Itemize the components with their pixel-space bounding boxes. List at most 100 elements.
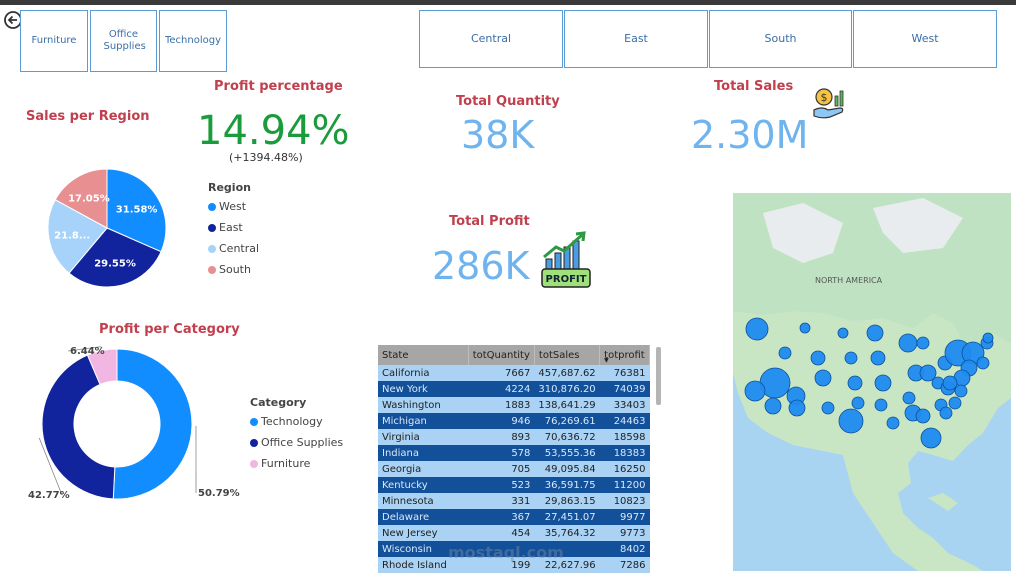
map-visual[interactable]: NORTH AMERICA (733, 193, 1011, 571)
table-cell: 10823 (599, 493, 650, 509)
legend-item-furniture[interactable]: Furniture (250, 457, 343, 470)
sort-descending-icon: ▼ (604, 357, 609, 364)
legend-item-west[interactable]: West (208, 200, 259, 213)
table-cell: 16250 (599, 461, 650, 477)
map-bubble[interactable] (844, 351, 858, 365)
map-bubble[interactable] (847, 375, 863, 391)
map-bubble[interactable] (939, 406, 953, 420)
table-row[interactable]: Kentucky 523 36,591.75 11200 (378, 477, 650, 493)
map-bubble[interactable] (778, 346, 792, 360)
table-cell: Delaware (378, 509, 469, 525)
pie-slice-central[interactable] (47, 199, 108, 274)
table-row[interactable]: New Jersey 454 35,764.32 9773 (378, 525, 650, 541)
map-bubble[interactable] (919, 364, 937, 382)
map-bubble[interactable] (874, 374, 892, 392)
map-bubble[interactable] (814, 369, 832, 387)
top-bar (0, 0, 1016, 5)
map-bubble[interactable] (810, 350, 826, 366)
column-header[interactable]: totprofit ▼ (599, 345, 650, 365)
total-quantity-value: 38K (461, 113, 535, 157)
slicer-south[interactable]: South (709, 10, 852, 68)
legend-label: Office Supplies (261, 436, 344, 449)
table-row[interactable]: Virginia 893 70,636.72 18598 (378, 429, 650, 445)
table-row[interactable]: California 7667 457,687.62 76381 (378, 365, 650, 381)
table-cell: 9773 (599, 525, 650, 541)
map-bubble[interactable] (942, 375, 958, 391)
map-bubble[interactable] (744, 380, 766, 402)
table-cell: 893 (468, 429, 535, 445)
table-cell: Georgia (378, 461, 469, 477)
table-cell: 367 (468, 509, 535, 525)
table-cell: 11200 (599, 477, 650, 493)
slicer-office-supplies[interactable]: Office Supplies (90, 10, 157, 72)
table-row[interactable]: Georgia 705 49,095.84 16250 (378, 461, 650, 477)
legend-dot (208, 202, 216, 211)
donut-leader-line (38, 437, 63, 496)
legend-item-south[interactable]: South (208, 263, 259, 276)
map-bubble[interactable] (916, 336, 930, 350)
table-cell (534, 541, 600, 557)
slicer-technology[interactable]: Technology (159, 10, 227, 72)
legend-label: Furniture (261, 457, 311, 470)
map-bubble[interactable] (838, 408, 864, 434)
slicer-central[interactable]: Central (419, 10, 563, 68)
map-bubble[interactable] (920, 427, 942, 449)
map-bubble[interactable] (851, 396, 865, 410)
map-canvas: NORTH AMERICA (733, 193, 1011, 571)
slicer-west[interactable]: West (853, 10, 997, 68)
slicer-furniture[interactable]: Furniture (20, 10, 88, 72)
table-cell: New Jersey (378, 525, 469, 541)
table-row[interactable]: Delaware 367 27,451.07 9977 (378, 509, 650, 525)
map-bubble[interactable] (982, 332, 994, 344)
map-bubble[interactable] (902, 391, 916, 405)
map-bubble[interactable] (837, 327, 849, 339)
map-bubble[interactable] (898, 333, 918, 353)
map-bubble[interactable] (821, 401, 835, 415)
map-bubble[interactable] (788, 399, 806, 417)
map-bubble[interactable] (948, 396, 962, 410)
table-row[interactable]: Rhode Island 199 22,627.96 7286 (378, 557, 650, 573)
map-bubble[interactable] (954, 384, 968, 398)
map-bubble[interactable] (799, 322, 811, 334)
table-cell: 705 (468, 461, 535, 477)
map-region-label: NORTH AMERICA (815, 276, 883, 285)
legend-item-central[interactable]: Central (208, 242, 259, 255)
table-row[interactable]: Indiana 578 53,555.36 18383 (378, 445, 650, 461)
legend-item-technology[interactable]: Technology (250, 415, 343, 428)
table-row[interactable]: Washington 1883 138,641.29 33403 (378, 397, 650, 413)
donut-data-label: 50.79% (198, 488, 240, 499)
donut-slice-furniture[interactable] (86, 348, 118, 386)
map-bubble[interactable] (745, 317, 769, 341)
table-row[interactable]: Minnesota 331 29,863.15 10823 (378, 493, 650, 509)
map-bubble[interactable] (764, 397, 782, 415)
table-row[interactable]: Michigan 946 76,269.61 24463 (378, 413, 650, 429)
total-profit-title: Total Profit (449, 214, 530, 229)
map-bubble[interactable] (870, 350, 886, 366)
column-header[interactable]: totQuantity (468, 345, 535, 365)
donut-slice-technology[interactable] (112, 348, 193, 500)
donut-slice-office-supplies[interactable] (41, 354, 116, 500)
table-cell: 578 (468, 445, 535, 461)
column-header[interactable]: State (378, 345, 469, 365)
legend-item-east[interactable]: East (208, 221, 259, 234)
pie-slice-west[interactable] (106, 168, 167, 253)
slicer-east[interactable]: East (564, 10, 708, 68)
table-cell: 18383 (599, 445, 650, 461)
map-bubbles (744, 317, 994, 449)
map-bubble[interactable] (866, 324, 884, 342)
sales-per-region-pie[interactable]: 31.58% 29.55% 21.8... 17.05% (40, 162, 175, 297)
profit-per-category-donut[interactable]: 50.79% 42.77% 6.44% (10, 340, 240, 520)
svg-text:$: $ (821, 91, 828, 104)
legend-item-office-supplies[interactable]: Office Supplies (250, 436, 343, 449)
column-header[interactable]: totSales (534, 345, 601, 365)
table-row[interactable]: Wisconsin 8402 (378, 541, 650, 557)
map-bubble[interactable] (886, 416, 900, 430)
table-cell: 35,764.32 (534, 525, 600, 541)
table-scrollbar[interactable] (656, 347, 661, 405)
pie-slice-east[interactable] (68, 227, 162, 288)
map-bubble[interactable] (915, 408, 931, 424)
map-bubble[interactable] (874, 398, 888, 412)
pie-slice-south[interactable] (54, 168, 108, 229)
map-bubble[interactable] (976, 356, 990, 370)
table-row[interactable]: New York 4224 310,876.20 74039 (378, 381, 650, 397)
